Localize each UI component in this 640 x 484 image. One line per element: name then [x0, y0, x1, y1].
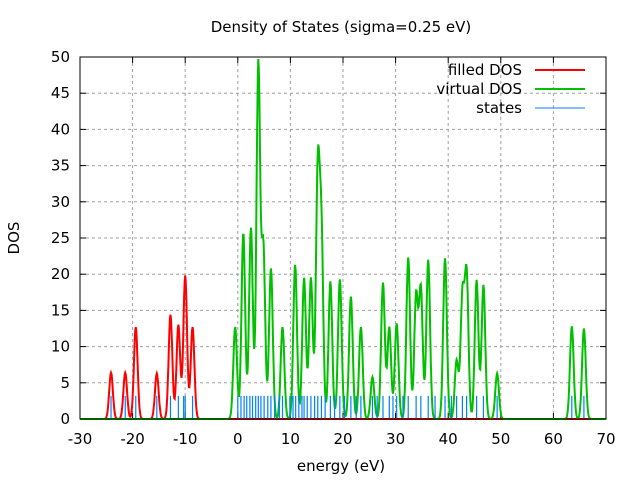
chart-title: Density of States (sigma=0.25 eV) — [211, 18, 472, 36]
x-tick-label: 60 — [544, 430, 563, 448]
x-tick-label: 0 — [233, 430, 243, 448]
x-tick-label: 50 — [491, 430, 510, 448]
x-axis-label: energy (eV) — [297, 457, 385, 475]
y-tick-label: 15 — [51, 301, 70, 319]
x-tick-label: 20 — [333, 430, 352, 448]
y-tick-label: 45 — [51, 84, 70, 102]
y-tick-label: 50 — [51, 48, 70, 66]
x-tick-label: 70 — [596, 430, 615, 448]
y-tick-label: 0 — [60, 410, 70, 428]
y-tick-label: 5 — [60, 374, 70, 392]
y-tick-label: 25 — [51, 229, 70, 247]
x-tick-label: -10 — [173, 430, 198, 448]
y-tick-label: 40 — [51, 120, 70, 138]
legend-label: states — [476, 99, 522, 117]
y-axis-label: DOS — [5, 222, 23, 255]
y-tick-label: 30 — [51, 193, 70, 211]
legend-label: filled DOS — [448, 61, 522, 79]
x-tick-label: -30 — [68, 430, 93, 448]
y-tick-label: 20 — [51, 265, 70, 283]
plot-frame — [79, 56, 607, 420]
y-tick-label: 35 — [51, 157, 70, 175]
x-tick-label: 10 — [281, 430, 300, 448]
x-tick-label: 40 — [439, 430, 458, 448]
y-tick-label: 10 — [51, 338, 70, 356]
x-tick-label: 30 — [386, 430, 405, 448]
legend-label: virtual DOS — [436, 80, 522, 98]
x-tick-label: -20 — [120, 430, 145, 448]
